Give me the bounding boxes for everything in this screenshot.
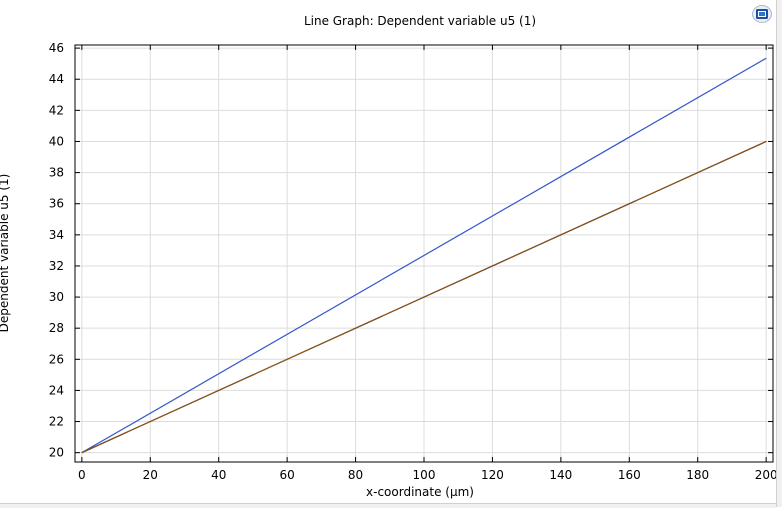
x-axis-label: x-coordinate (µm) — [366, 485, 474, 499]
x-tick-label: 120 — [481, 468, 504, 482]
y-tick-label: 38 — [49, 166, 64, 180]
y-tick-label: 20 — [49, 446, 64, 460]
y-tick-label: 26 — [49, 352, 64, 366]
y-tick-label: 40 — [49, 134, 64, 148]
series-line-1 — [81, 57, 767, 454]
comsol-logo-icon — [752, 5, 772, 23]
series-layer — [81, 57, 767, 454]
bottom-edge — [0, 503, 776, 508]
y-tick-label: 34 — [49, 228, 64, 242]
y-axis-label: Dependent variable u5 (1) — [0, 174, 11, 333]
x-tick-label: 20 — [143, 468, 158, 482]
x-tick-label: 60 — [279, 468, 294, 482]
y-tick-label: 42 — [49, 103, 64, 117]
grid — [75, 45, 773, 462]
chart-title: Line Graph: Dependent variable u5 (1) — [304, 14, 536, 28]
tick-layer: 0 20 40 60 80 100 120 140 160 180 200 20 22 24 26 28 30 3… — [49, 41, 778, 482]
y-tick-label: 46 — [49, 41, 64, 55]
x-tick-label: 200 — [755, 468, 778, 482]
x-tick-label: 100 — [413, 468, 436, 482]
series-line-3 — [81, 141, 767, 454]
y-tick-label: 44 — [49, 72, 64, 86]
x-tick-label: 40 — [211, 468, 226, 482]
x-tick-label: 80 — [348, 468, 363, 482]
y-tick-label: 30 — [49, 290, 64, 304]
x-tick-label: 0 — [78, 468, 86, 482]
y-tick-label: 24 — [49, 383, 64, 397]
y-tick-label: 36 — [49, 197, 64, 211]
vertical-scrollbar[interactable] — [776, 0, 782, 507]
y-tick-label: 32 — [49, 259, 64, 273]
x-tick-label: 140 — [549, 468, 572, 482]
y-tick-label: 28 — [49, 321, 64, 335]
x-tick-label: 180 — [686, 468, 709, 482]
y-tick-label: 22 — [49, 415, 64, 429]
x-tick-label: 160 — [618, 468, 641, 482]
